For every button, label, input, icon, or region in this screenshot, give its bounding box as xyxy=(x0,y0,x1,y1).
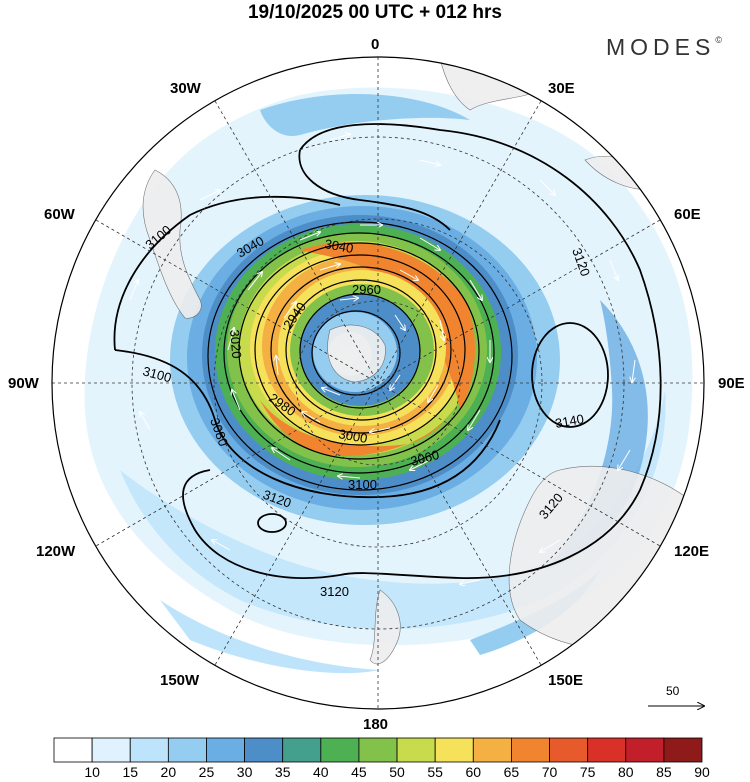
contour-label: 3040 xyxy=(323,236,354,256)
wind-vectors xyxy=(129,134,635,584)
colorbar-tick: 25 xyxy=(198,764,215,780)
colorbar-swatch xyxy=(663,737,703,763)
height-contours xyxy=(113,123,662,579)
lon-label-60w: 60W xyxy=(44,206,75,223)
lon-label-180: 180 xyxy=(363,716,389,733)
colorbar-tick: 30 xyxy=(236,764,253,780)
colorbar-tick: 45 xyxy=(351,764,367,780)
colorbar-swatch xyxy=(396,737,436,763)
map-disc xyxy=(52,57,704,709)
brand-logo: MODES© xyxy=(606,34,722,61)
colorbar-tick: 15 xyxy=(122,764,139,780)
contour-label: 3020 xyxy=(227,329,244,359)
contour-label: 3140 xyxy=(554,411,585,431)
colorbar-swatch xyxy=(320,737,360,763)
colorbar-swatch xyxy=(206,737,245,763)
colorbar-tick: 60 xyxy=(465,764,482,780)
lon-label-60e: 60E xyxy=(674,206,701,223)
colorbar-swatch xyxy=(282,737,322,763)
colorbar-tick: 90 xyxy=(694,764,710,780)
map-title: 19/10/2025 00 UTC + 012 hrs xyxy=(247,2,503,23)
contour-label: 3060 xyxy=(409,447,441,469)
colorbar-swatch xyxy=(358,737,398,763)
colorbar-tick: 65 xyxy=(503,764,520,780)
colorbar-swatch xyxy=(53,737,93,763)
brand-name: MODES xyxy=(606,34,716,60)
colorbar-swatch xyxy=(91,737,131,763)
graticule xyxy=(52,57,704,709)
lon-label-0: 0 xyxy=(371,36,380,53)
colorbar xyxy=(53,737,703,763)
colorbar-tick: 80 xyxy=(617,764,634,780)
copyright-mark: © xyxy=(715,35,722,45)
lon-label-150e: 150E xyxy=(548,672,584,689)
colorbar-swatch xyxy=(549,737,589,763)
contour-label: 3100 xyxy=(348,477,377,492)
reference-vector-label: 50 xyxy=(666,684,680,698)
colorbar-swatch xyxy=(167,737,207,763)
colorbar-swatch xyxy=(129,737,169,763)
colorbar-tick: 75 xyxy=(579,764,596,780)
colorbar-swatch xyxy=(244,737,284,763)
lon-label-90w: 90W xyxy=(8,375,39,392)
colorbar-tick: 10 xyxy=(84,764,100,780)
colorbar-tick: 85 xyxy=(656,764,672,780)
colorbar-tick: 50 xyxy=(389,764,405,780)
contour-label: 3000 xyxy=(337,426,368,446)
colorbar-tick: 20 xyxy=(160,764,177,780)
colorbar-swatch xyxy=(472,737,512,763)
colorbar-swatch xyxy=(587,737,627,763)
lon-label-30w: 30W xyxy=(170,80,201,97)
colorbar-tick-labels: 10 15 20 25 30 35 40 45 50 55 60 65 70 75 80 85 90 xyxy=(0,764,750,782)
colorbar-tick: 70 xyxy=(541,764,558,780)
lon-label-90e: 90E xyxy=(718,375,745,392)
colorbar-swatch xyxy=(434,737,474,763)
colorbar-swatch xyxy=(511,737,550,763)
colorbar-tick: 40 xyxy=(313,764,329,780)
contour-label: 2960 xyxy=(352,282,381,297)
map-boundary xyxy=(51,56,705,710)
lon-label-120e: 120E xyxy=(674,543,710,560)
lon-label-120w: 120W xyxy=(36,543,76,560)
colorbar-swatch xyxy=(625,737,665,763)
contour-label: 3120 xyxy=(320,584,349,599)
colorbar-tick: 35 xyxy=(274,764,291,780)
colorbar-tick: 55 xyxy=(427,764,443,780)
contour-label: 3100 xyxy=(141,363,173,385)
lon-label-30e: 30E xyxy=(548,80,575,97)
lon-label-150w: 150W xyxy=(160,672,200,689)
